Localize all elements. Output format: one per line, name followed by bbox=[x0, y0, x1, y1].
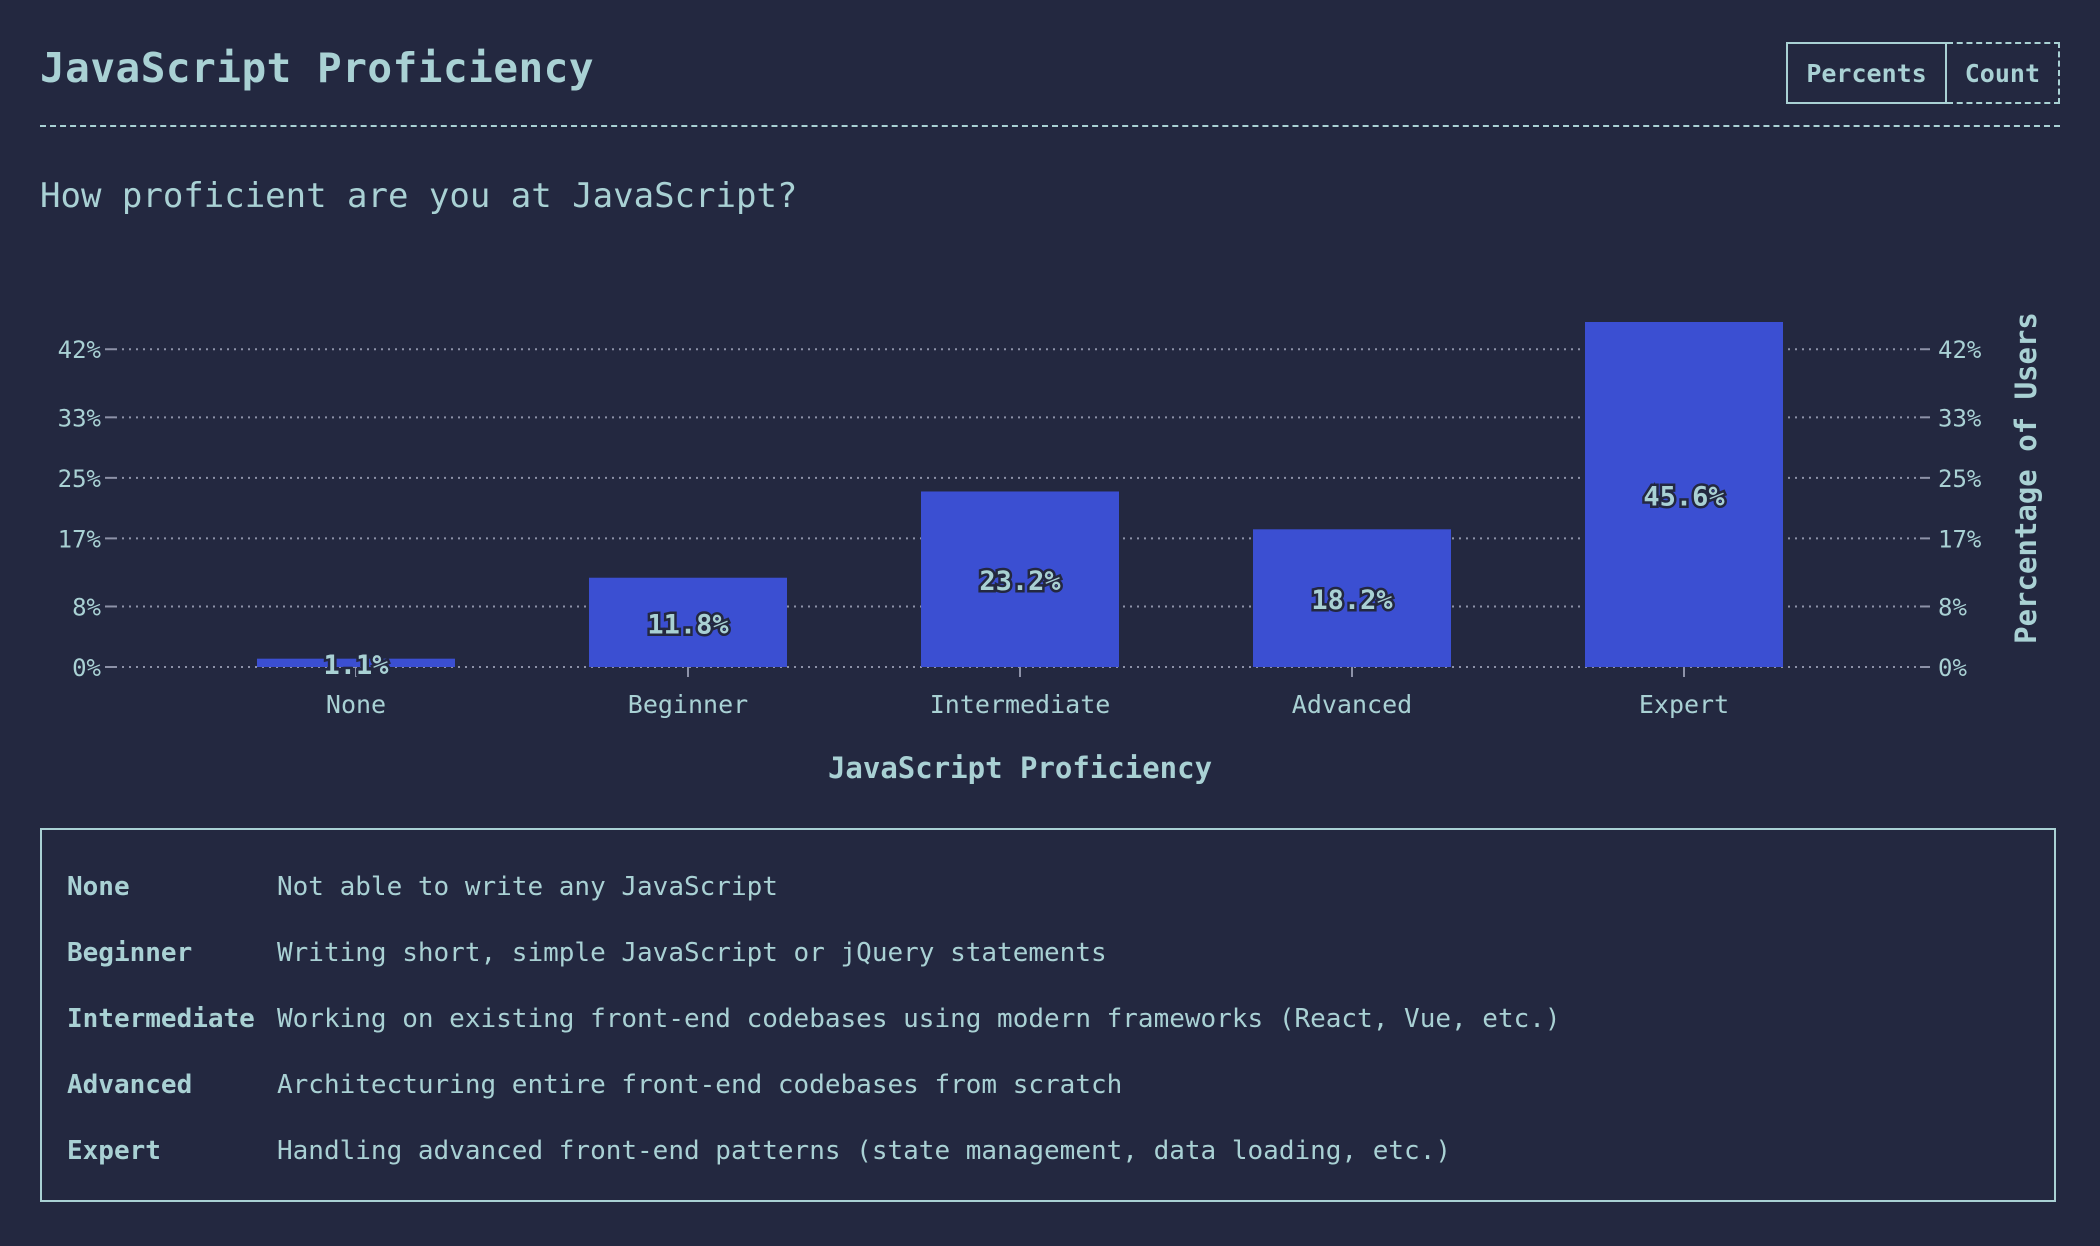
x-tick-label: Expert bbox=[1639, 690, 1729, 719]
y-tick-label-right: 42% bbox=[1938, 336, 1982, 364]
legend-item: Intermediate Working on existing front-e… bbox=[67, 999, 1561, 1039]
y-tick-label-left: 33% bbox=[58, 404, 102, 432]
title-divider bbox=[40, 125, 2060, 127]
y-tick-label-left: 8% bbox=[72, 593, 101, 621]
y-tick-label-right: 8% bbox=[1938, 593, 1967, 621]
legend-item: None Not able to write any JavaScript bbox=[67, 867, 778, 907]
legend-description: Handling advanced front-end patterns (st… bbox=[277, 1136, 1451, 1166]
x-axis-label: JavaScript Proficiency bbox=[828, 751, 1212, 785]
legend-key: Expert bbox=[67, 1136, 161, 1166]
legend-box: None Not able to write any JavaScript Be… bbox=[40, 828, 2056, 1202]
bar bbox=[1253, 529, 1451, 667]
legend-key: Advanced bbox=[67, 1070, 193, 1100]
x-tick-label: Advanced bbox=[1292, 690, 1412, 719]
data-label: 45.6% bbox=[1643, 482, 1725, 513]
data-label: 11.8% bbox=[647, 609, 729, 640]
legend-item: Expert Handling advanced front-end patte… bbox=[67, 1131, 1451, 1171]
question-text: How proficient are you at JavaScript? bbox=[40, 176, 798, 216]
legend-key: Beginner bbox=[67, 938, 193, 968]
x-tick-label: None bbox=[326, 690, 386, 719]
data-label: 18.2% bbox=[1311, 585, 1393, 616]
bar bbox=[921, 491, 1119, 667]
data-label: 23.2% bbox=[979, 566, 1061, 597]
x-tick-label: Intermediate bbox=[930, 690, 1111, 719]
y-axis-label: Percentage of Users bbox=[2009, 312, 2043, 644]
bar-chart: 0% 0% 8% 8% 17% 17% 25% 25% 33% 33% 42% 42% None 1.1%… bbox=[58, 312, 2043, 785]
bar bbox=[589, 577, 787, 667]
y-tick-label-left: 17% bbox=[58, 525, 102, 553]
y-tick-label-right: 17% bbox=[1938, 525, 1982, 553]
legend-description: Architecturing entire front-end codebase… bbox=[277, 1070, 1123, 1100]
legend-key: None bbox=[67, 872, 130, 902]
legend-description: Not able to write any JavaScript bbox=[277, 872, 778, 902]
bar bbox=[257, 658, 455, 667]
legend-description: Writing short, simple JavaScript or jQue… bbox=[277, 938, 1107, 968]
legend-item: Beginner Writing short, simple JavaScrip… bbox=[67, 933, 1107, 973]
units-switch: Percents Count bbox=[1786, 42, 2060, 104]
x-tick-label: Beginner bbox=[628, 690, 748, 719]
percents-button[interactable]: Percents bbox=[1786, 42, 1947, 104]
bar bbox=[1585, 322, 1783, 667]
y-tick-label-left: 0% bbox=[72, 654, 101, 682]
chart-title: JavaScript Proficiency bbox=[40, 44, 595, 92]
y-tick-label-right: 33% bbox=[1938, 404, 1982, 432]
data-label: 1.1% bbox=[323, 650, 389, 681]
y-tick-label-right: 0% bbox=[1938, 654, 1967, 682]
legend-key: Intermediate bbox=[67, 1004, 255, 1034]
y-tick-label-left: 25% bbox=[58, 465, 102, 493]
legend-description: Working on existing front-end codebases … bbox=[277, 1004, 1561, 1034]
y-tick-label-right: 25% bbox=[1938, 465, 1982, 493]
y-tick-label-left: 42% bbox=[58, 336, 102, 364]
count-button[interactable]: Count bbox=[1946, 42, 2060, 104]
legend-item: Advanced Architecturing entire front-end… bbox=[67, 1065, 1122, 1105]
